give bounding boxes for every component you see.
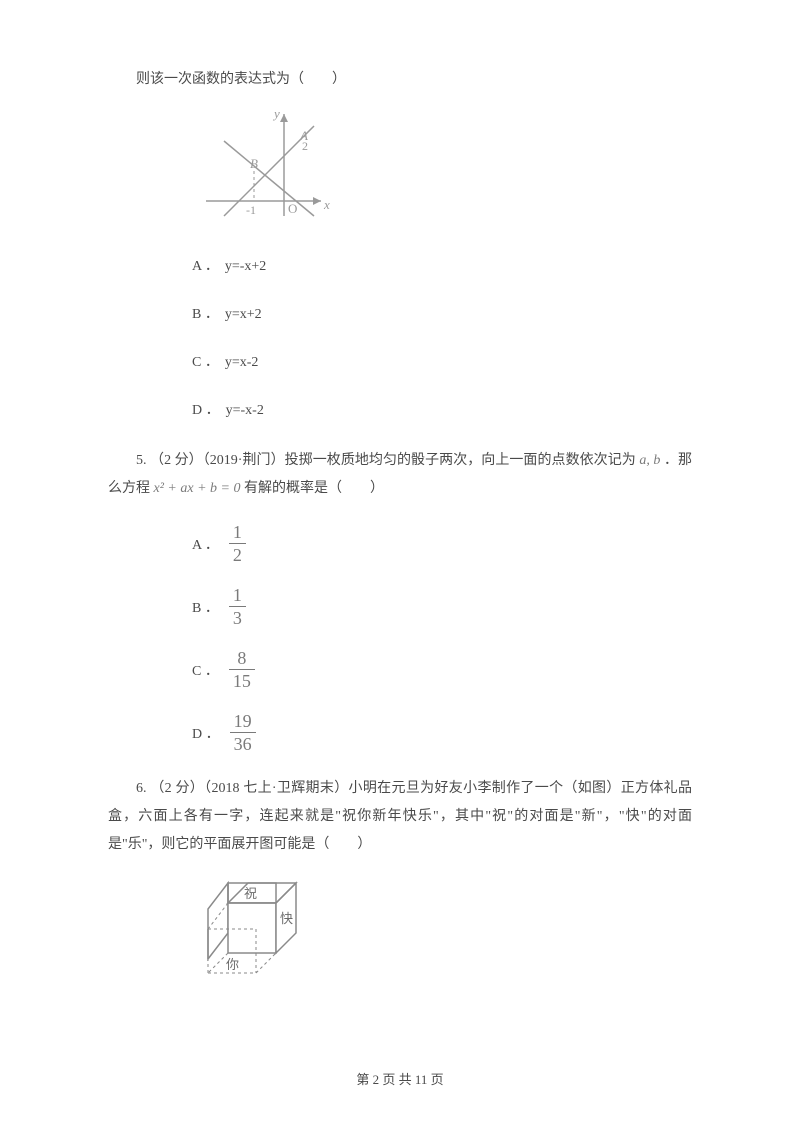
cube-front-char: 你 (226, 957, 239, 972)
option-label: C ． (192, 355, 219, 370)
q5-option-c: C ． 8 15 (108, 649, 692, 690)
option-text: y=x+2 (225, 307, 262, 322)
y-axis-label: y (272, 106, 280, 121)
option-label: A ． (192, 534, 219, 554)
cube-top-char: 祝 (244, 886, 257, 901)
footer-prefix: 第 (356, 1072, 372, 1087)
footer-suffix: 页 (427, 1072, 443, 1087)
denominator: 15 (229, 669, 255, 690)
option-label: A ． (192, 259, 219, 274)
numerator: 19 (230, 712, 256, 732)
numerator: 1 (229, 586, 246, 606)
option-label: C ． (192, 660, 219, 680)
linear-function-graph: y x A B O 2 -1 (196, 106, 336, 226)
q6-body: 6. （2 分）（2018 七上·卫辉期末）小明在元旦为好友小李制作了一个（如图… (108, 781, 692, 852)
cube-diagram: 祝 快 你 (196, 879, 306, 974)
option-text: y=-x+2 (225, 259, 266, 274)
q4-option-b: B ． y=x+2 (108, 303, 692, 323)
q5-option-b: B ． 1 3 (108, 586, 692, 627)
option-label: D ． (192, 403, 220, 418)
fraction: 1 3 (229, 586, 246, 627)
origin-label: O (288, 201, 297, 216)
q5-prefix: 5. （2 分）（2019·荆门）投掷一枚质地均匀的骰子两次，向上一面的点数依次… (136, 453, 636, 468)
option-label: B ． (192, 597, 219, 617)
fraction: 1 2 (229, 523, 246, 564)
fraction: 8 15 (229, 649, 255, 690)
x-axis-label: x (323, 197, 330, 212)
numerator: 8 (233, 649, 250, 669)
q5-suffix: 有解的概率是（ ） (240, 481, 384, 496)
denominator: 36 (230, 732, 256, 753)
cube-right-char: 快 (280, 911, 293, 926)
option-label: B ． (192, 307, 219, 322)
q6-cube: 祝 快 你 (196, 879, 692, 979)
option-text: y=x-2 (225, 355, 259, 370)
page-content: 则该一次函数的表达式为（ ） y x A B O 2 -1 (0, 0, 800, 979)
q4-graph: y x A B O 2 -1 (196, 106, 692, 231)
q5-text: 5. （2 分）（2019·荆门）投掷一枚质地均匀的骰子两次，向上一面的点数依次… (108, 447, 692, 503)
option-text: y=-x-2 (226, 403, 264, 418)
numerator: 1 (229, 523, 246, 543)
denominator: 3 (229, 606, 246, 627)
q4-intro: 则该一次函数的表达式为（ ） (108, 68, 692, 88)
q5-equation: x² + ax + b = 0 (154, 481, 241, 496)
q4-option-d: D ． y=-x-2 (108, 399, 692, 419)
footer-mid: 页 共 (379, 1072, 415, 1087)
footer-total-pages: 11 (415, 1072, 428, 1087)
q4-option-a: A ． y=-x+2 (108, 255, 692, 275)
q4-option-c: C ． y=x-2 (108, 351, 692, 371)
page-footer: 第 2 页 共 11 页 (0, 1069, 800, 1088)
fraction: 19 36 (230, 712, 256, 753)
option-label: D ． (192, 723, 220, 743)
denominator: 2 (229, 543, 246, 564)
point-b-label: B (250, 156, 258, 171)
point-a-value: 2 (302, 139, 308, 153)
q5-option-d: D ． 19 36 (108, 712, 692, 753)
neg1-label: -1 (246, 203, 256, 217)
q5-option-a: A ． 1 2 (108, 523, 692, 564)
q6-text: 6. （2 分）（2018 七上·卫辉期末）小明在元旦为好友小李制作了一个（如图… (108, 775, 692, 859)
q5-ab: a, b (639, 453, 660, 468)
